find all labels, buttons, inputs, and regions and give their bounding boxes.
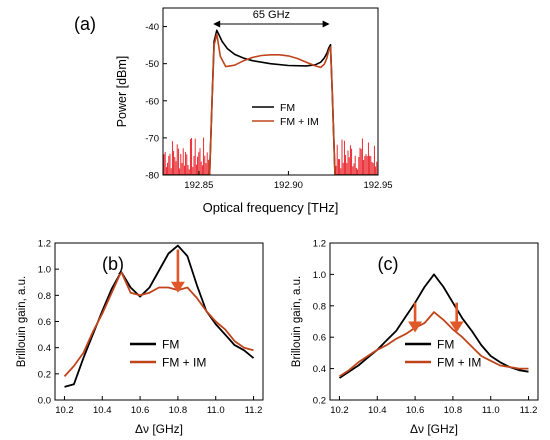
panel-label-a: (a) <box>74 14 96 34</box>
legend-label-fm-a: FM <box>280 102 295 114</box>
y-tick-label-b-6: 1.2 <box>38 239 51 250</box>
legend-label-fm-c: FM <box>437 338 454 352</box>
x-tick-label-c-2: 10.6 <box>406 405 425 416</box>
y-tick-label-b-5: 1.0 <box>38 265 51 276</box>
y-axis-label-a: Power [dBm] <box>115 56 129 128</box>
y-tick-label-c-1: 0.4 <box>313 364 326 375</box>
reduction-arrowhead-c-1 <box>449 321 464 333</box>
y-tick-label-b-2: 0.4 <box>38 343 51 354</box>
plot-frame-b <box>54 242 264 401</box>
series-line-fm-a <box>163 29 378 175</box>
y-tick-label-a-4: -80 <box>145 171 159 182</box>
reduction-arrowhead-c-0 <box>408 321 423 333</box>
x-tick-label-b-3: 10.8 <box>169 405 188 416</box>
y-tick-label-c-2: 0.6 <box>313 333 326 344</box>
series-line-fm-im-b <box>63 270 254 378</box>
y-tick-label-b-4: 0.8 <box>38 291 51 302</box>
reduction-arrowhead-b-0 <box>170 281 185 293</box>
x-tick-label-c-5: 11.2 <box>520 405 538 416</box>
x-tick-label-a-0: 192.85 <box>184 180 213 191</box>
y-tick-label-b-3: 0.6 <box>38 317 51 328</box>
y-tick-label-a-2: -60 <box>145 96 159 107</box>
x-tick-label-b-4: 11.0 <box>207 405 225 416</box>
y-tick-label-a-3: -70 <box>145 133 159 144</box>
x-tick-label-c-4: 11.0 <box>482 405 500 416</box>
x-axis-label-b: Δν [GHz] <box>135 422 183 436</box>
x-axis-label-a: Optical frequency [THz] <box>203 200 339 215</box>
y-tick-label-c-4: 1.0 <box>313 270 326 281</box>
y-tick-label-b-1: 0.2 <box>38 369 51 380</box>
series-line-fm-c <box>338 273 529 379</box>
noise-floor-0 <box>163 137 209 175</box>
series-line-fm-im-a <box>163 33 378 175</box>
x-tick-label-b-5: 11.2 <box>245 405 263 416</box>
panel-label-b: (b) <box>102 254 124 274</box>
x-tick-label-c-0: 10.2 <box>330 405 349 416</box>
x-tick-label-b-2: 10.6 <box>131 405 150 416</box>
panel-label-c: (c) <box>378 254 399 274</box>
y-tick-label-b-0: 0.0 <box>38 396 51 407</box>
x-tick-label-c-1: 10.4 <box>368 405 387 416</box>
y-axis-label-b: Brillouin gain, a.u. <box>16 276 28 367</box>
x-axis-label-c: Δν [GHz] <box>410 422 458 436</box>
x-tick-label-c-3: 10.8 <box>444 405 463 416</box>
x-tick-label-a-2: 192.95 <box>363 180 392 191</box>
noise-floor-group <box>163 137 378 175</box>
legend-label-fm-im-c: FM + IM <box>437 356 481 370</box>
series-line-fm-b <box>64 244 255 388</box>
legend-label-fm-im-a: FM + IM <box>280 116 319 128</box>
y-tick-label-a-0: -40 <box>145 22 159 33</box>
y-tick-label-a-1: -50 <box>145 59 159 70</box>
span-arrowhead-left <box>213 20 221 28</box>
x-tick-label-b-0: 10.2 <box>55 405 74 416</box>
y-tick-label-c-5: 1.2 <box>313 239 326 250</box>
x-tick-label-b-1: 10.4 <box>93 405 112 416</box>
y-tick-label-c-0: 0.2 <box>313 396 326 407</box>
x-tick-label-a-1: 192.90 <box>274 180 303 191</box>
span-annotation-label: 65 GHz <box>253 9 290 21</box>
legend-label-fm-im-b: FM + IM <box>162 356 206 370</box>
noise-floor-1 <box>335 138 378 175</box>
legend-label-fm-b: FM <box>162 338 179 352</box>
y-tick-label-c-3: 0.8 <box>313 301 326 312</box>
plot-frame-a <box>162 7 379 176</box>
span-arrowhead-right <box>322 20 330 28</box>
plot-frame-c <box>329 242 539 401</box>
series-line-fm-im-c <box>339 311 529 378</box>
y-axis-label-c: Brillouin gain, a.u. <box>291 276 303 367</box>
